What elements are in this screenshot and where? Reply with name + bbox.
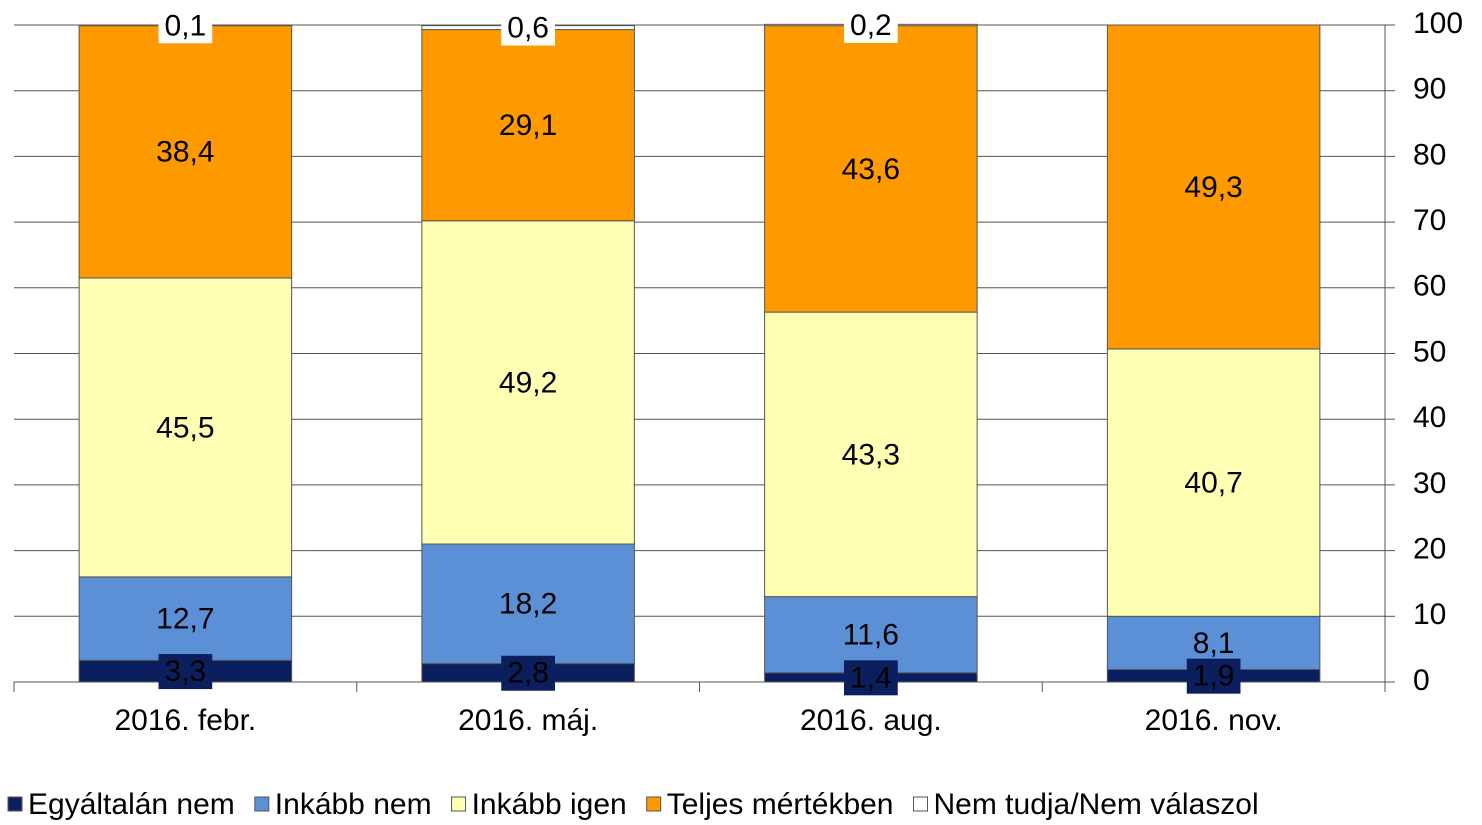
data-label: 2,8: [507, 657, 549, 690]
data-label: 40,7: [1184, 467, 1242, 500]
legend-label: Nem tudja/Nem válaszol: [934, 788, 1259, 821]
bar-segment: [78, 25, 293, 279]
data-label: 8,1: [1193, 627, 1235, 660]
data-label: 1,4: [850, 661, 892, 694]
data-label: 43,3: [842, 438, 900, 471]
legend-swatch: [451, 796, 467, 812]
y-tick-label: 0: [1413, 664, 1430, 697]
data-label-box: [158, 8, 213, 44]
legend-label: Inkább igen: [472, 788, 627, 821]
y-tick-label: 70: [1413, 204, 1446, 237]
data-label: 1,9: [1193, 660, 1235, 693]
data-label: 49,3: [1184, 171, 1242, 204]
data-label: 3,3: [165, 655, 207, 688]
legend-swatch: [254, 796, 270, 812]
bar-segment: [1106, 24, 1321, 350]
legend-label: Teljes mértékben: [667, 788, 894, 821]
y-tick-label: 10: [1413, 598, 1446, 631]
bar-segment: [421, 29, 635, 222]
data-label-box: [844, 7, 898, 43]
data-label: 45,5: [156, 411, 214, 444]
data-label-box: [1186, 658, 1241, 694]
legend-label: Inkább nem: [275, 788, 432, 821]
data-label-box: [844, 660, 898, 696]
y-tick-label: 100: [1413, 7, 1463, 40]
data-label: 0,2: [850, 9, 892, 42]
y-tick-label: 20: [1413, 533, 1446, 566]
legend-label: Egyáltalán nem: [28, 788, 235, 821]
data-label: 49,2: [499, 366, 557, 399]
data-label: 0,6: [507, 12, 549, 45]
x-tick-label: 2016. aug.: [800, 704, 942, 737]
y-tick-label: 90: [1413, 73, 1446, 106]
legend-swatch: [913, 796, 928, 812]
y-tick-label: 40: [1413, 401, 1446, 434]
bar-segment: [1106, 348, 1321, 617]
x-tick-label: 2016. nov.: [1145, 704, 1283, 737]
bar-segment: [78, 277, 293, 578]
bar-segment: [78, 576, 293, 661]
legend-swatch: [7, 796, 23, 812]
x-tick-label: 2016. febr.: [114, 704, 256, 737]
data-label-box: [158, 654, 213, 690]
y-tick-label: 50: [1413, 335, 1446, 368]
data-label: 11,6: [843, 619, 899, 652]
data-label: 29,1: [499, 109, 557, 142]
data-label: 0,1: [165, 9, 207, 42]
bar-segment: [764, 311, 978, 598]
data-label: 43,6: [842, 153, 900, 186]
bar-segment: [764, 25, 978, 313]
data-label: 38,4: [156, 136, 214, 169]
legend-swatch: [646, 796, 662, 812]
y-tick-label: 30: [1413, 467, 1446, 500]
bar-segment: [421, 543, 635, 665]
data-label: 12,7: [156, 603, 214, 636]
x-tick-label: 2016. máj.: [458, 704, 598, 737]
bar-segment: [421, 220, 635, 545]
data-label: 18,2: [499, 588, 557, 621]
y-tick-label: 80: [1413, 138, 1446, 171]
y-tick-label: 60: [1413, 270, 1446, 303]
data-label-box: [501, 655, 555, 691]
data-label-box: [501, 10, 555, 46]
